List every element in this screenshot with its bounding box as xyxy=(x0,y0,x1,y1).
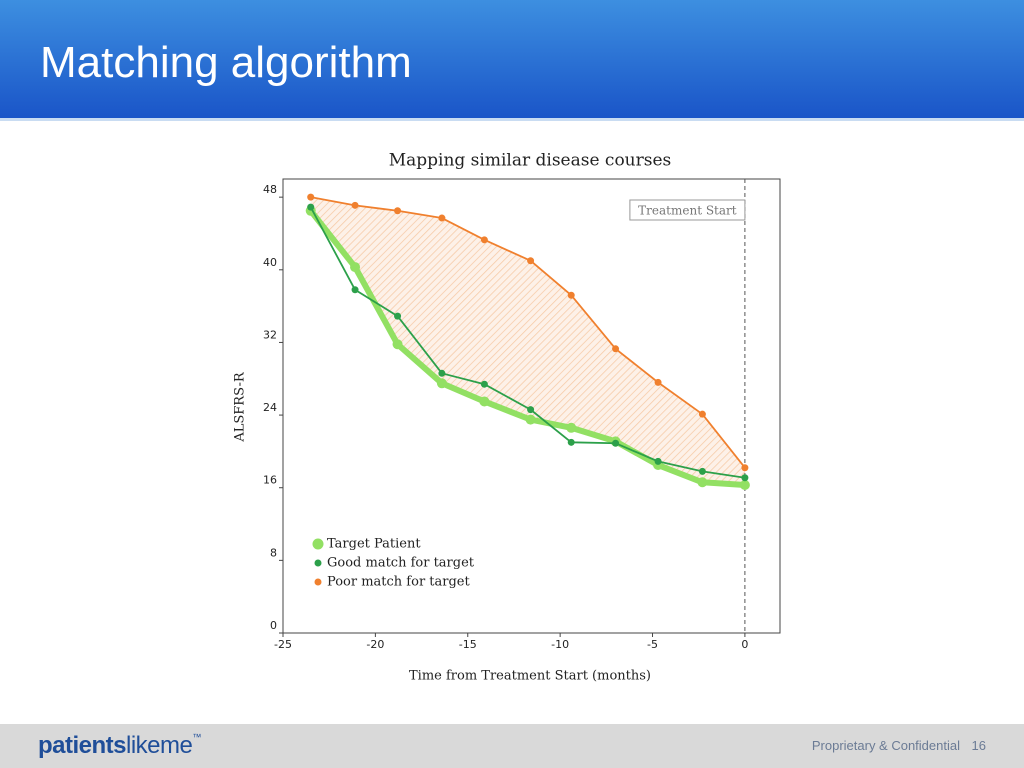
x-tick-label: -5 xyxy=(647,638,658,651)
data-point xyxy=(394,312,402,320)
legend-marker xyxy=(314,559,322,567)
legend-label: Good match for target xyxy=(327,556,475,571)
data-point xyxy=(567,438,575,446)
data-point xyxy=(480,380,488,388)
legend-label: Target Patient xyxy=(327,537,421,552)
data-point xyxy=(527,257,535,265)
y-tick-label: 16 xyxy=(263,474,277,487)
data-point xyxy=(394,207,402,215)
x-tick-label: -20 xyxy=(366,638,384,651)
y-tick-label: 40 xyxy=(263,256,277,269)
x-tick-label: -25 xyxy=(274,638,292,651)
data-point xyxy=(739,479,750,490)
chart-title: Mapping similar disease courses xyxy=(389,151,672,171)
data-point xyxy=(741,464,749,472)
footer: patientslikeme™ Proprietary & Confidenti… xyxy=(0,724,1024,768)
data-point xyxy=(351,286,359,294)
data-point xyxy=(480,236,488,244)
data-point xyxy=(351,201,359,209)
data-point xyxy=(612,439,620,447)
data-point xyxy=(654,457,662,465)
confidential-note: Proprietary & Confidential xyxy=(811,738,960,753)
legend-marker xyxy=(312,538,324,550)
x-tick-label: 0 xyxy=(741,638,748,651)
data-point xyxy=(307,203,315,211)
data-point xyxy=(698,467,706,475)
y-axis-label: ALSFRS-R xyxy=(233,371,248,443)
data-point xyxy=(698,410,706,418)
y-tick-label: 8 xyxy=(270,546,277,559)
annotation-box xyxy=(629,199,746,221)
y-tick-label: 24 xyxy=(263,401,277,414)
data-point xyxy=(654,378,662,386)
data-point xyxy=(697,477,708,488)
data-point xyxy=(612,345,620,353)
data-point xyxy=(350,262,361,273)
data-point xyxy=(525,414,536,425)
y-tick-label: 0 xyxy=(270,619,277,632)
data-point xyxy=(438,369,446,377)
data-point xyxy=(567,291,575,299)
y-tick-label: 48 xyxy=(263,183,277,196)
data-point xyxy=(527,406,535,414)
plot-frame xyxy=(282,178,781,634)
data-point xyxy=(307,193,315,201)
header: Matching algorithm xyxy=(0,0,1024,121)
logo-part: patients xyxy=(38,732,127,759)
difference-area xyxy=(310,197,745,485)
x-tick-label: -10 xyxy=(551,638,569,651)
data-point xyxy=(479,396,490,407)
data-point xyxy=(392,339,403,350)
chart: Mapping similar disease courses Time fro… xyxy=(233,151,781,684)
data-point xyxy=(566,422,577,433)
slide-title: Matching algorithm xyxy=(40,38,412,87)
y-tick-label: 32 xyxy=(263,328,277,341)
legend-label: Poor match for target xyxy=(327,575,470,590)
logo: patientslikeme™ xyxy=(38,732,201,760)
data-point xyxy=(436,378,447,389)
data-point xyxy=(438,214,446,222)
logo-part: likeme xyxy=(126,732,193,759)
logo-tm: ™ xyxy=(192,732,201,742)
legend-marker xyxy=(314,578,322,586)
page-number: 16 xyxy=(971,738,986,753)
x-axis-label: Time from Treatment Start (months) xyxy=(409,669,651,684)
x-tick-label: -15 xyxy=(459,638,477,651)
annotation-text: Treatment Start xyxy=(638,204,737,218)
data-point xyxy=(741,474,749,482)
